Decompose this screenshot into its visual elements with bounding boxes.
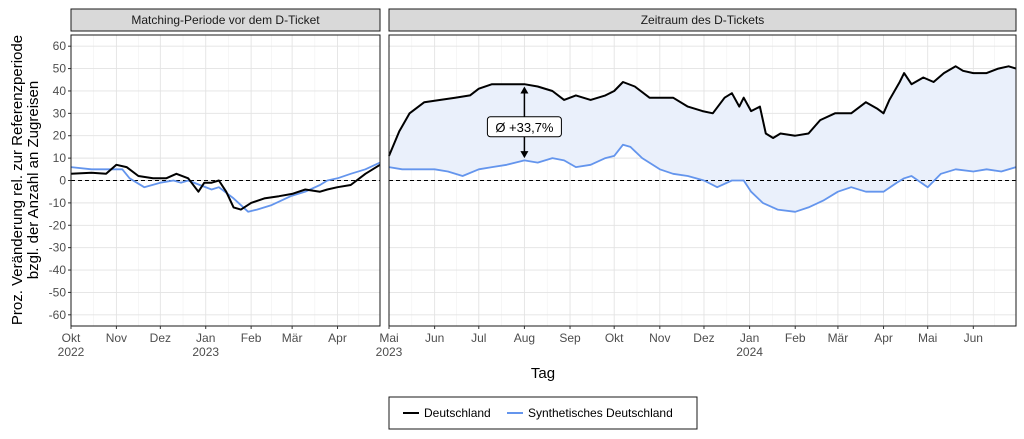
- y-tick-label: -30: [49, 241, 67, 255]
- x-tick-label: Jan: [740, 331, 759, 345]
- annotation-label: Ø +33,7%: [495, 120, 554, 135]
- panel-border: [388, 34, 1017, 327]
- annotation-label-box: [486, 116, 562, 138]
- legend: Deutschland Synthetisches Deutschland: [388, 396, 698, 430]
- x-tick-year-label: 2022: [58, 345, 85, 359]
- gap-ribbon: [389, 66, 1016, 212]
- series-line-deutschland: [70, 163, 381, 211]
- x-tick-label: Feb: [785, 331, 806, 345]
- x-tick-label: Dez: [150, 331, 171, 345]
- series-line-deutschland: [388, 65, 1017, 157]
- x-tick-label: Nov: [106, 331, 127, 345]
- y-tick-label: -40: [49, 263, 67, 277]
- x-tick-label: Apr: [328, 331, 347, 345]
- x-tick-label: Mär: [828, 331, 849, 345]
- legend-label-synthetisch: Synthetisches Deutschland: [528, 406, 673, 420]
- y-tick-label: 0: [59, 174, 66, 188]
- facet-strip: [388, 8, 1017, 32]
- x-tick-label: Aug: [514, 331, 535, 345]
- x-tick-label: Okt: [605, 331, 624, 345]
- facet-strip: [70, 8, 381, 32]
- annotation-arrow-head-up: [520, 86, 529, 94]
- series-line-synthetisch: [388, 143, 1017, 213]
- y-tick-label: -20: [49, 218, 67, 232]
- x-tick-label: Mai: [379, 331, 398, 345]
- x-tick-label: Jan: [196, 331, 215, 345]
- y-tick-label: 10: [53, 151, 67, 165]
- y-tick-label: 60: [53, 39, 67, 53]
- x-tick-label: Mär: [282, 331, 303, 345]
- x-tick-label: Okt: [62, 331, 81, 345]
- series-line-synthetisch: [70, 161, 381, 213]
- annotation-arrow-head-down: [520, 151, 529, 159]
- x-tick-label: Jun: [425, 331, 444, 345]
- x-axis-title: Tag: [531, 365, 555, 382]
- x-tick-year-label: 2024: [736, 345, 763, 359]
- y-tick-label: 40: [53, 84, 67, 98]
- x-tick-label: Feb: [241, 331, 262, 345]
- y-tick-label: 30: [53, 106, 67, 120]
- facet-strip-label: Zeitraum des D-Tickets: [641, 13, 765, 27]
- facet-strip-label: Matching-Periode vor dem D-Ticket: [131, 13, 320, 27]
- x-tick-label: Sep: [559, 331, 581, 345]
- y-tick-label: 20: [53, 129, 67, 143]
- x-tick-year-label: 2023: [376, 345, 403, 359]
- y-axis-title-line-2: bzgl. der Anzahl an Zugreisen: [25, 81, 42, 279]
- legend-box: [388, 396, 698, 430]
- y-axis-title: Proz. Veränderung rel. zur Referenzperio…: [9, 35, 42, 325]
- x-tick-label: Apr: [874, 331, 893, 345]
- legend-label-deutschland: Deutschland: [424, 406, 491, 420]
- y-tick-label: -10: [49, 196, 67, 210]
- panel-1: Matching-Periode vor dem D-Ticket Okt2022…: [58, 8, 381, 359]
- x-tick-year-label: 2023: [192, 345, 219, 359]
- y-axis-title-line-1: Proz. Veränderung rel. zur Referenzperio…: [9, 35, 26, 325]
- y-tick-label: -60: [49, 308, 67, 322]
- x-tick-label: Jun: [964, 331, 983, 345]
- y-tick-label: -50: [49, 285, 67, 299]
- x-tick-label: Dez: [693, 331, 714, 345]
- x-tick-label: Mai: [918, 331, 937, 345]
- x-tick-label: Jul: [471, 331, 486, 345]
- panel-border: [70, 34, 381, 327]
- y-tick-label: 50: [53, 62, 67, 76]
- x-tick-label: Nov: [649, 331, 670, 345]
